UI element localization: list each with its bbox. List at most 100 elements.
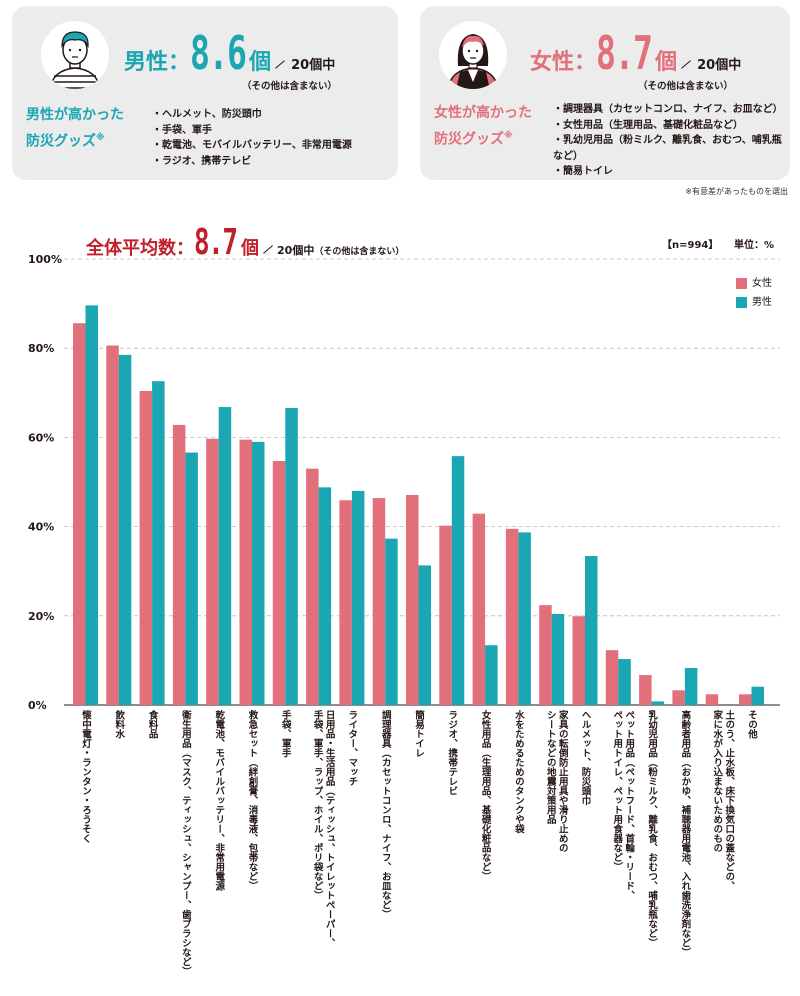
bar-male [385,538,398,705]
x-tick-label: ペット用品（ペットフード、首輪・リード、 ペット用トイレ、ペット用食器など） [611,710,635,900]
bar-male [285,407,298,705]
list-item: ヘルメット、防災頭巾 [152,107,352,123]
female-value: 8.7 [596,26,653,80]
bar-female [239,439,252,705]
y-tick-label: 100% [28,253,62,266]
bar-male [218,407,232,705]
bar-male [551,614,565,705]
bar-female [106,345,119,705]
legend-item-female: 女性 [736,274,772,293]
overall-value: 8.7 [194,222,238,263]
x-tick-label: 乾電池、モバイルバッテリー、非常用電源 [213,710,225,891]
bar-female [306,468,319,705]
y-tick-label: 80% [28,342,54,355]
bar-male [684,667,698,705]
legend-swatch-female [736,278,747,289]
bar-female [739,694,752,705]
female-goods-title: 女性が高かった 防災グッズ※ [434,102,532,152]
bar-male [451,456,465,705]
bar-male [585,556,598,705]
male-avatar-icon [41,21,109,89]
x-tick-label: 懐中電灯・ランタン・ろうそく [80,710,91,843]
list-item: 乾電池、モバイルバッテリー、非常用電源 [152,138,352,154]
female-goods-mark: ※ [504,131,513,141]
x-tick-label: 簡易トイレ [413,710,424,758]
bar-female [705,694,719,705]
male-goods-title-line2: 防災グッズ [26,133,96,150]
x-tick-label: ヘルメット、防災頭巾 [579,710,591,805]
legend-swatch-male [736,297,747,308]
y-axis-ticks: 0% 20% 40% 60% 80% 100% [28,253,62,712]
overall-label: 全体平均数： [86,238,194,259]
bar-male [418,565,431,705]
list-item: 簡易トイレ [553,164,790,180]
bar-male [185,452,198,705]
bar-female [339,500,352,705]
overall-note: （その他は含まない） [314,247,405,257]
x-tick-label: ライター、マッチ [346,710,358,786]
y-tick-label: 20% [28,610,54,623]
x-tick-label: 手袋、軍手 [279,710,291,758]
x-tick-label: ラジオ、携帯テレビ [446,710,458,796]
female-summary-card: 女性：8.7個 20個中 （その他は含まない） 女性が高かった 防災グッズ※ 調理… [420,6,790,180]
x-tick-label: 乳幼児用品（粉ミルク、離乳食、おむつ、哺乳瓶など） [646,710,658,948]
x-tick-label: 女性用品（生理用品、基礎化粧品など） [479,710,491,881]
significance-note: ※有意差があったものを選出 [685,187,788,196]
bar-male [252,441,265,705]
overall-total: 20個中 [277,244,315,257]
bar-female [139,391,153,705]
female-goods-title-line2: 防災グッズ [434,131,504,148]
bar-female [206,438,219,705]
y-tick-label: 60% [28,431,54,444]
bar-male [351,490,365,705]
legend-label-male: 男性 [752,297,772,308]
male-summary-card: 男性：8.6個 20個中 （その他は含まない） 男性が高かった 防災グッズ※ ヘル… [12,6,398,180]
bar-male [152,381,165,705]
bar-female [539,605,552,705]
x-tick-label: 調理器具（カセットコンロ、ナイフ、お皿など） [379,710,391,919]
female-average: 女性：8.7 個 20個中 [530,26,741,80]
sample-size: 【n=994】 [662,240,719,251]
female-unit: 個 [655,50,678,75]
overall-unit: 個 [241,238,260,259]
legend-item-male: 男性 [736,293,772,312]
female-goods-list: 調理器具（カセットコンロ、ナイフ、お皿など） 女性用品（生理用品、基礎化粧品など… [553,102,790,180]
x-tick-label: 家具の転倒防止用具や滑り止めの シートなどの地震対策用品 [544,710,568,853]
bar-female [505,528,519,705]
x-tick-label: その他 [746,710,757,739]
x-tick-label: 高齢者用品（おかゆ、補聴器用電池、入れ歯洗浄剤など） [679,710,691,957]
bar-male [651,701,665,705]
bar-female [672,690,685,705]
female-note: （その他は含まない） [638,81,734,92]
bar-female [172,424,186,705]
bar-male [751,686,764,705]
bar-female [572,616,585,705]
y-tick-label: 40% [28,521,54,534]
bar-layer [73,305,764,705]
bar-male [85,305,98,705]
male-goods-mark: ※ [96,133,105,143]
bar-female [372,498,386,705]
male-goods-list: ヘルメット、防災頭巾 手袋、軍手 乾電池、モバイルバッテリー、非常用電源 ラジオ… [152,107,352,169]
bar-male [518,532,531,705]
x-tick-label: 食料品 [146,710,158,739]
legend: 女性 男性 [736,274,772,312]
y-tick-label: 0% [28,699,47,712]
bar-female [605,650,619,705]
legend-label-female: 女性 [752,278,772,289]
x-tick-label: 日用品・生活用品（ティッシュ、トイレットペーパー、 手袋、軍手、ラップ、ホイル、… [311,710,335,948]
x-tick-label: 衛生用品（マスク、ティッシュ、シャンプー、歯ブラシなど） [179,710,191,976]
list-item: 手袋、軍手 [152,123,352,139]
overall-average: 全体平均数：8.7 個 20個中（その他は含まない） [86,222,404,263]
female-goods-title-line1: 女性が高かった [434,105,532,121]
female-label: 女性： [530,50,597,75]
female-total: 20個中 [697,58,742,73]
bar-female [472,513,486,705]
bar-female [439,525,452,705]
bar-male [118,354,132,705]
male-value: 8.6 [190,26,247,80]
male-average: 男性：8.6 個 20個中 [124,26,335,80]
list-item: 乳幼児用品（粉ミルク、離乳食、おむつ、哺乳瓶など） [553,133,790,164]
bar-female [272,461,286,705]
